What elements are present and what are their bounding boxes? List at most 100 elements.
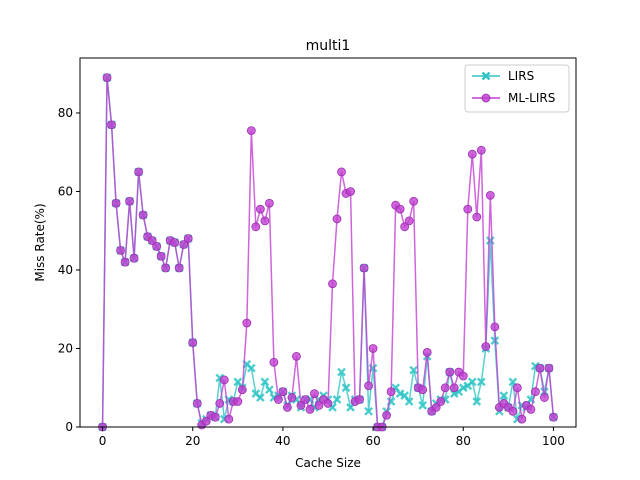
data-point-ml-lirs bbox=[111, 198, 121, 208]
plot-area-frame bbox=[79, 57, 577, 428]
data-point-ml-lirs bbox=[224, 414, 234, 424]
data-point-ml-lirs bbox=[323, 399, 333, 408]
data-point-ml-lirs bbox=[531, 387, 540, 397]
series-ml-lirs bbox=[98, 73, 558, 432]
data-point-ml-lirs bbox=[517, 414, 527, 424]
data-point-ml-lirs bbox=[210, 412, 220, 422]
data-point-ml-lirs bbox=[246, 126, 256, 136]
data-point-ml-lirs bbox=[107, 120, 116, 130]
data-point-ml-lirs bbox=[192, 399, 202, 408]
data-point-ml-lirs bbox=[490, 322, 500, 332]
data-point-lirs bbox=[246, 363, 256, 373]
data-point-ml-lirs bbox=[147, 236, 157, 245]
data-point-ml-lirs bbox=[310, 389, 319, 399]
data-point-ml-lirs bbox=[472, 212, 482, 222]
data-point-ml-lirs bbox=[409, 196, 419, 206]
data-point-lirs bbox=[409, 365, 419, 375]
data-point-ml-lirs bbox=[395, 204, 405, 214]
legend-marker-ml-lirs bbox=[481, 93, 491, 103]
data-point-ml-lirs bbox=[355, 395, 364, 404]
data-point-ml-lirs bbox=[138, 210, 148, 220]
data-point-ml-lirs bbox=[278, 387, 288, 397]
data-point-ml-lirs bbox=[449, 383, 459, 393]
data-point-ml-lirs bbox=[156, 251, 166, 261]
data-point-lirs bbox=[404, 397, 414, 406]
data-point-ml-lirs bbox=[301, 395, 310, 404]
data-point-lirs bbox=[341, 383, 351, 393]
data-point-ml-lirs bbox=[233, 397, 243, 406]
data-point-lirs bbox=[256, 393, 265, 402]
y-tick-label: 40 bbox=[58, 263, 73, 277]
data-point-ml-lirs bbox=[359, 263, 369, 273]
data-point-ml-lirs bbox=[445, 367, 455, 377]
data-point-ml-lirs bbox=[332, 214, 342, 224]
legend-label-ml-lirs: ML-LIRS bbox=[508, 91, 555, 105]
data-point-ml-lirs bbox=[328, 279, 337, 289]
data-point-ml-lirs bbox=[134, 167, 144, 177]
data-point-ml-lirs bbox=[400, 222, 410, 232]
data-point-ml-lirs bbox=[273, 395, 283, 404]
data-point-lirs bbox=[418, 401, 428, 410]
y-tick-label: 0 bbox=[65, 420, 73, 434]
data-point-ml-lirs bbox=[170, 238, 180, 247]
data-point-ml-lirs bbox=[535, 363, 545, 373]
data-point-ml-lirs bbox=[368, 344, 378, 353]
data-point-ml-lirs bbox=[219, 375, 229, 385]
data-point-ml-lirs bbox=[174, 263, 184, 273]
data-point-ml-lirs bbox=[255, 204, 265, 214]
data-point-ml-lirs bbox=[152, 242, 162, 251]
data-point-lirs bbox=[337, 367, 346, 377]
data-point-ml-lirs bbox=[526, 404, 536, 414]
data-point-ml-lirs bbox=[544, 363, 554, 373]
data-point-lirs bbox=[332, 395, 342, 404]
data-point-ml-lirs bbox=[422, 348, 432, 357]
data-point-ml-lirs bbox=[287, 393, 297, 402]
legend-label-lirs: LIRS bbox=[508, 69, 534, 83]
x-tick-label: 40 bbox=[275, 434, 290, 448]
data-point-ml-lirs bbox=[436, 397, 446, 406]
data-point-lirs bbox=[472, 397, 482, 406]
data-point-ml-lirs bbox=[463, 204, 473, 214]
data-point-lirs bbox=[490, 336, 500, 345]
data-point-ml-lirs bbox=[386, 387, 396, 397]
data-point-ml-lirs bbox=[251, 222, 261, 232]
data-point-ml-lirs bbox=[305, 404, 315, 414]
data-point-ml-lirs bbox=[485, 190, 495, 200]
data-point-ml-lirs bbox=[215, 399, 225, 408]
x-tick-label: 100 bbox=[542, 434, 565, 448]
data-point-ml-lirs bbox=[476, 145, 486, 155]
data-point-ml-lirs bbox=[188, 338, 198, 348]
data-point-lirs bbox=[499, 391, 509, 400]
data-point-ml-lirs bbox=[161, 263, 171, 273]
data-point-ml-lirs bbox=[183, 234, 193, 243]
data-point-ml-lirs bbox=[508, 406, 518, 416]
data-point-lirs bbox=[467, 377, 477, 387]
data-point-ml-lirs bbox=[296, 401, 306, 410]
data-point-ml-lirs bbox=[364, 381, 373, 391]
x-tick-label: 0 bbox=[99, 434, 107, 448]
data-point-ml-lirs bbox=[458, 371, 468, 381]
x-axis: 0 20 40 60 80 100 bbox=[99, 427, 565, 448]
data-point-ml-lirs bbox=[431, 402, 441, 412]
series-layer bbox=[98, 73, 558, 432]
y-tick-label: 60 bbox=[58, 184, 73, 198]
data-point-ml-lirs bbox=[260, 216, 270, 226]
y-axis-label: Miss Rate(%) bbox=[33, 203, 47, 281]
data-point-ml-lirs bbox=[292, 351, 301, 361]
data-point-lirs bbox=[395, 389, 405, 398]
data-point-ml-lirs bbox=[120, 257, 130, 267]
y-tick-label: 20 bbox=[58, 341, 73, 355]
data-point-ml-lirs bbox=[481, 342, 491, 351]
x-tick-label: 60 bbox=[365, 434, 380, 448]
data-point-ml-lirs bbox=[314, 401, 324, 410]
x-tick-label: 80 bbox=[456, 434, 471, 448]
y-axis: 0 20 40 60 80 bbox=[58, 106, 80, 434]
data-point-ml-lirs bbox=[116, 245, 125, 255]
data-point-ml-lirs bbox=[269, 357, 279, 367]
data-point-ml-lirs bbox=[264, 198, 274, 208]
data-point-ml-lirs bbox=[102, 73, 112, 83]
data-point-ml-lirs bbox=[549, 412, 558, 422]
data-point-ml-lirs bbox=[540, 393, 549, 402]
data-point-ml-lirs bbox=[242, 318, 252, 328]
